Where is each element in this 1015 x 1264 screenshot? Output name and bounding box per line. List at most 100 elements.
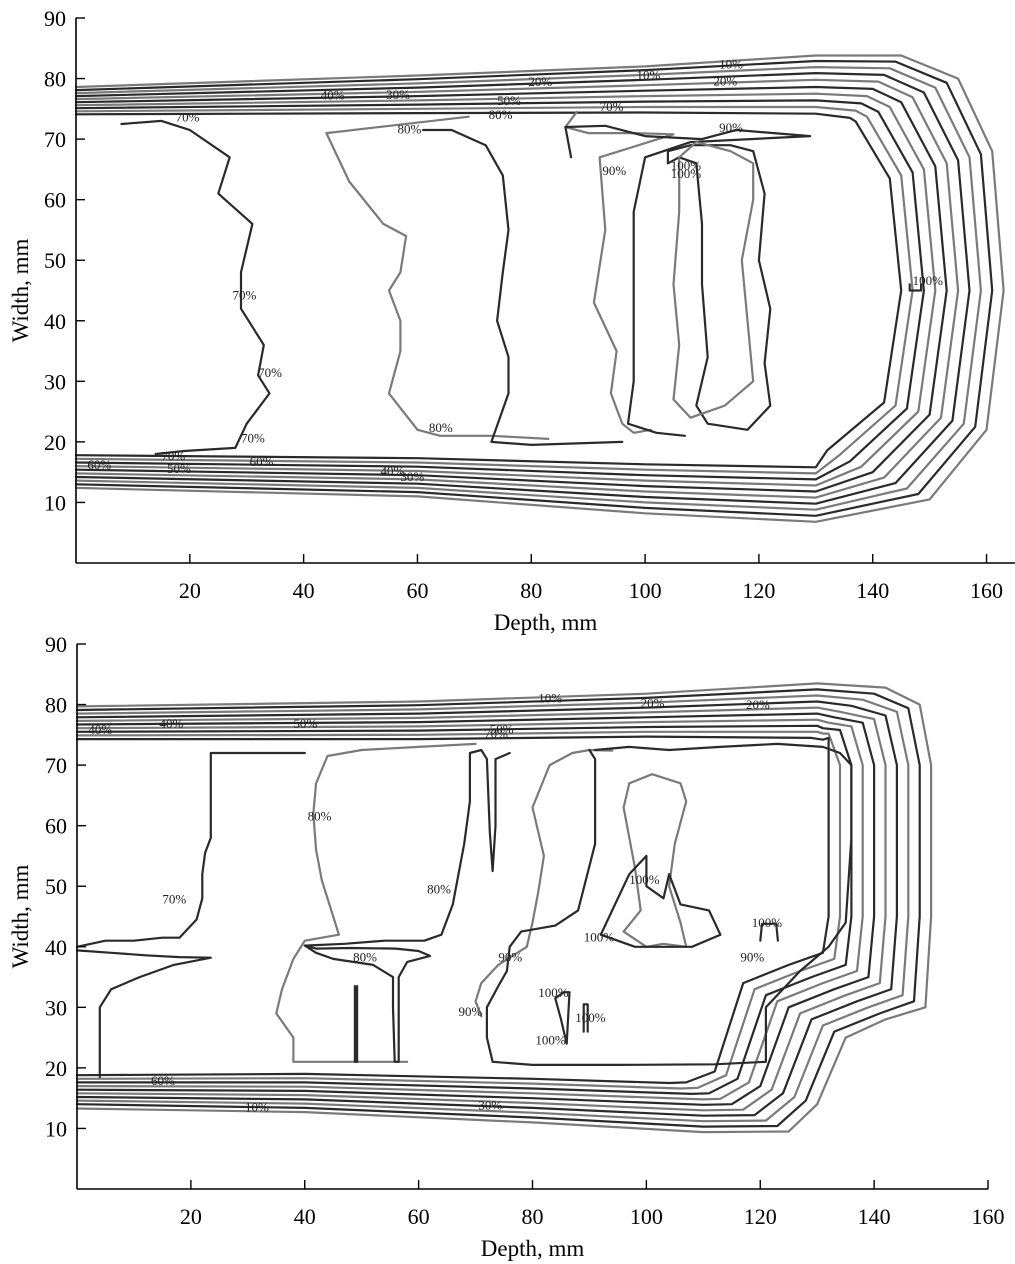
contour-label: 20%: [713, 74, 737, 89]
contour-label: 10%: [719, 57, 743, 72]
contour-line-100pct: [599, 854, 722, 948]
y-tick-label: 70: [45, 753, 67, 778]
contour-lines: [74, 54, 1005, 523]
contour-line-100pct: [672, 141, 755, 419]
contour-label: 100%: [671, 166, 702, 181]
contour-label: 60%: [87, 457, 111, 472]
contour-label: 20%: [528, 74, 552, 89]
contour-label: 90%: [719, 120, 743, 135]
x-tick-label: 160: [970, 578, 1003, 603]
contour-label: 30%: [386, 87, 410, 102]
x-tick-label: 140: [856, 578, 889, 603]
y-tick-label: 70: [44, 127, 66, 152]
x-tick-label: 40: [294, 1204, 316, 1229]
x-tick-label: 40: [293, 578, 315, 603]
contour-label: 90%: [458, 1004, 482, 1019]
x-tick-label: 60: [406, 578, 428, 603]
contour-line-20pct: [74, 59, 994, 517]
y-tick-label: 80: [44, 67, 66, 92]
contour-label: 80%: [308, 809, 332, 824]
contour-line-95pct: [74, 111, 903, 469]
contour-line-20pct: [75, 688, 921, 1128]
y-axis-title: Width, mm: [8, 864, 33, 968]
contour-label: 100%: [629, 872, 660, 887]
y-tick-label: 50: [45, 874, 67, 899]
x-tick-label: 80: [520, 578, 542, 603]
contour-line-100pct: [582, 1003, 589, 1033]
contour-label: 50%: [490, 721, 514, 736]
x-tick-label: 60: [408, 1204, 430, 1229]
contour-label: 70%: [176, 109, 200, 124]
contour-label: 30%: [478, 1097, 502, 1112]
contour-label: 100%: [752, 915, 783, 930]
contour-label: 50%: [293, 716, 317, 731]
contour-label: 70%: [600, 99, 624, 114]
contour-label: 10%: [637, 68, 661, 83]
contour-line-80pct: [422, 128, 624, 446]
y-tick-label: 60: [44, 188, 66, 213]
contour-line-100pct: [554, 991, 571, 1045]
contour-line-100pct: [666, 144, 772, 431]
contour-label: 70%: [241, 430, 265, 445]
contour-label: 50%: [167, 461, 191, 476]
contour-label: 70%: [233, 287, 257, 302]
x-tick-label: 20: [180, 1204, 202, 1229]
y-tick-label: 20: [44, 430, 66, 455]
contour-lines: [75, 682, 933, 1134]
x-tick-label: 160: [972, 1204, 1005, 1229]
contour-label: 50%: [497, 93, 521, 108]
contour-label: 60%: [250, 454, 274, 469]
contour-label: 100%: [575, 1010, 606, 1025]
contour-label: 100%: [538, 985, 569, 1000]
contour-label: 100%: [913, 273, 944, 288]
y-axis-title: Width, mm: [8, 238, 33, 342]
contour-line-60pct: [75, 712, 876, 1106]
contour-line-80pct: [303, 748, 511, 947]
contour-line-90pct: [564, 110, 675, 434]
contour-label: 80%: [353, 950, 377, 965]
contour-line-80pct: [75, 724, 853, 1095]
contour-line-80pct: [325, 115, 550, 440]
contour-label: 90%: [602, 163, 626, 178]
contour-line-10pct: [75, 682, 933, 1134]
contour-label: 70%: [484, 726, 508, 741]
y-tick-label: 90: [44, 6, 66, 31]
contour-line-100pct: [759, 922, 779, 942]
y-tick-label: 30: [45, 995, 67, 1020]
y-tick-label: 80: [45, 693, 67, 718]
contour-line-70pct: [75, 751, 306, 948]
contour-line-30pct: [74, 66, 982, 511]
x-tick-label: 20: [179, 578, 201, 603]
contour-label: 70%: [258, 365, 282, 380]
contour-label: 30%: [400, 469, 424, 484]
x-tick-label: 100: [630, 1204, 663, 1229]
contour-label: 80%: [398, 121, 422, 136]
contour-label: 40%: [380, 464, 404, 479]
contour-label: 100%: [584, 930, 615, 945]
y-tick-label: 20: [45, 1056, 67, 1081]
x-tick-label: 120: [742, 578, 775, 603]
x-tick-label: 100: [629, 578, 662, 603]
contour-line-40pct: [75, 700, 898, 1117]
x-axis-title: Depth, mm: [481, 1236, 585, 1261]
contour-label: 100%: [671, 158, 702, 173]
y-tick-label: 30: [44, 369, 66, 394]
contour-label: 10%: [538, 691, 562, 706]
y-tick-label: 90: [45, 632, 67, 657]
contour-line-70pct: [75, 718, 864, 1101]
contour-line-100pct: [908, 283, 923, 292]
contour-label: 40%: [88, 722, 112, 737]
y-tick-label: 10: [45, 1116, 67, 1141]
chart-panel-2: 10 20 30 40 50 60 70 80 90 20 40 60 80 100 120 140 160 De…: [8, 632, 1005, 1261]
x-tick-label: 120: [744, 1204, 777, 1229]
contour-line-50pct: [74, 78, 960, 499]
contour-label: 40%: [321, 88, 345, 103]
contour-line-80pct: [353, 985, 359, 1063]
y-tick-label: 60: [45, 814, 67, 839]
contour-line-100pct: [622, 773, 688, 948]
contour-label: 10%: [245, 1099, 269, 1114]
contour-label: 80%: [489, 107, 513, 122]
y-tick-label: 10: [44, 490, 66, 515]
contour-line-70pct: [120, 119, 271, 456]
contour-line-70pct: [75, 949, 212, 1079]
